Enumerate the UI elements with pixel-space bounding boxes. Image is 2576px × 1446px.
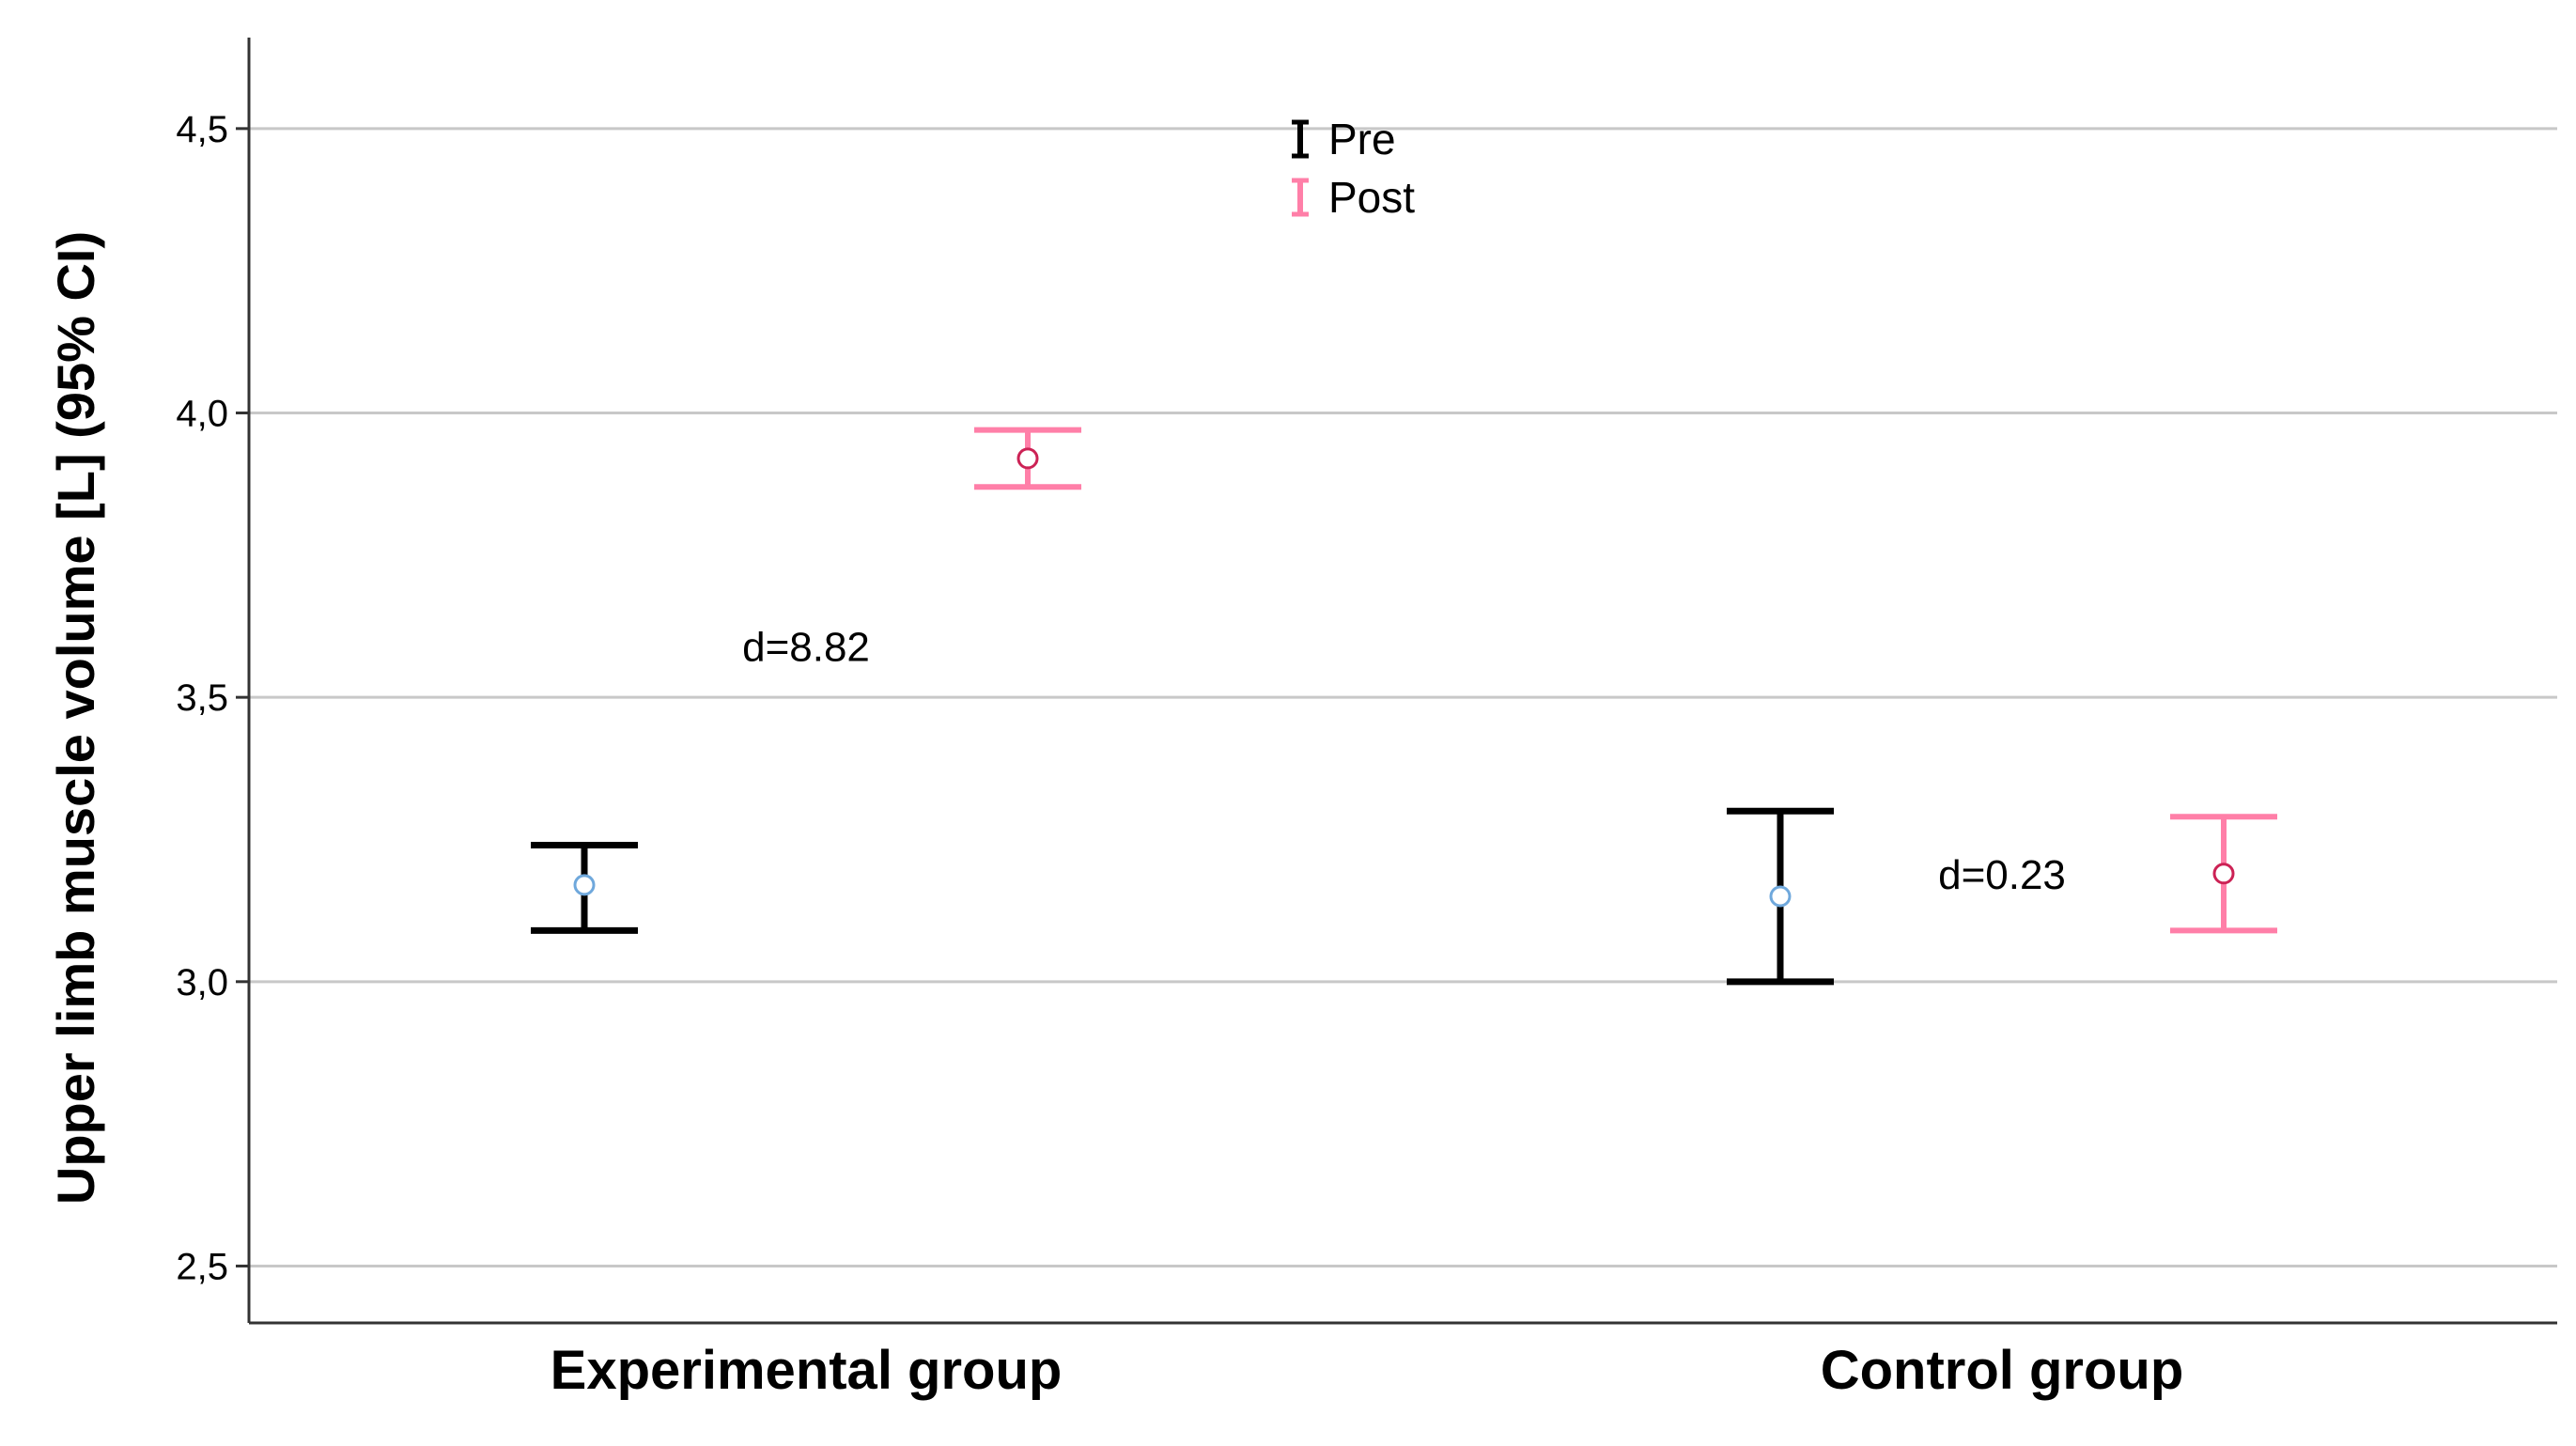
y-tick-label: 4,0 [176,394,228,435]
y-axis-title: Upper limb muscle volume [L] (95% CI) [46,231,105,1205]
y-tick-labels: 2,5 3,0 3,5 4,0 4,5 [176,109,228,1288]
data-series [531,427,2277,986]
effect-size-label: d=8.82 [742,625,870,671]
axes [247,38,2557,1325]
mean-marker [1769,885,1792,908]
x-category-label: Control group [1821,1340,2184,1401]
y-tick-label: 3,5 [176,677,228,719]
legend-label: Post [1328,173,1415,222]
legend: Pre Post [1292,115,1415,222]
effect-size-label: d=0.23 [1938,852,2066,898]
y-tick-label: 3,0 [176,962,228,1003]
y-tick-label: 4,5 [176,109,228,150]
gridlines [236,127,2557,1267]
y-tick-label: 2,5 [176,1246,228,1287]
x-category-label: Experimental group [551,1340,1063,1401]
series-post [974,427,2277,934]
x-category-labels: Experimental group Control group [551,1340,2184,1401]
mean-marker [1016,447,1039,470]
annotations: d=8.82 d=0.23 [742,625,2066,898]
legend-item-pre: Pre [1292,115,1396,163]
mean-marker [2212,863,2235,885]
legend-label: Pre [1328,115,1396,163]
mean-marker [573,874,596,896]
legend-item-post: Post [1292,173,1415,222]
series-pre [531,807,1834,986]
